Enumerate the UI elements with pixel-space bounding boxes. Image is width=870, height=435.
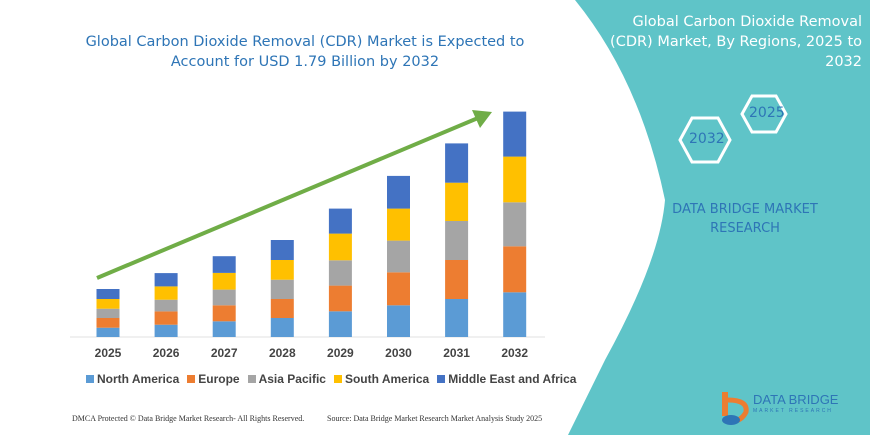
bar-segment-2028-middle-east-and-africa <box>270 240 294 260</box>
bar-segment-2030-middle-east-and-africa <box>387 175 410 209</box>
bar-segment-2025-asia-pacific <box>96 308 120 318</box>
bar-segment-2026-europe <box>154 311 178 325</box>
bar-segment-2030-asia-pacific <box>387 240 410 273</box>
x-tick-label-2031: 2031 <box>443 346 470 360</box>
bar-segment-2026-north-america <box>154 324 178 337</box>
bar-segment-2025-north-america <box>96 327 120 337</box>
bar-segment-2031-middle-east-and-africa <box>445 143 469 183</box>
bars <box>96 111 527 337</box>
bar-segment-2028-asia-pacific <box>270 279 294 299</box>
chart-title: Global Carbon Dioxide Removal (CDR) Mark… <box>85 34 525 70</box>
legend-item-south-america: South America <box>333 372 429 386</box>
bar-segment-2028-north-america <box>270 318 294 337</box>
bar-segment-2031-south-america <box>445 182 469 221</box>
bar-segment-2026-south-america <box>154 286 178 300</box>
copyright-text: DMCA Protected © Data Bridge Market Rese… <box>72 414 305 423</box>
bar-segment-2029-north-america <box>328 311 352 337</box>
logo-icon <box>722 392 749 425</box>
bar-segment-2028-europe <box>270 299 294 318</box>
x-tick-label-2026: 2026 <box>152 346 180 360</box>
bar-segment-2031-europe <box>445 260 469 299</box>
trend-arrow <box>96 110 492 280</box>
legend-item-mea: Middle East and Africa <box>437 372 576 386</box>
hex-label-2032: 2032 <box>689 131 725 147</box>
logo-subtext: MARKET RESEARCH <box>753 408 833 414</box>
x-tick-label-2032: 2032 <box>501 346 529 360</box>
bar-segment-2032-south-america <box>503 156 527 203</box>
x-tick-label-2030: 2030 <box>385 346 412 360</box>
x-tick-label-2029: 2029 <box>327 346 354 360</box>
bar-segment-2025-south-america <box>96 299 120 309</box>
bar-segment-2027-middle-east-and-africa <box>212 256 236 273</box>
x-tick-label-2025: 2025 <box>94 346 122 360</box>
brand-text: DATA BRIDGE MARKET RESEARCH <box>672 202 818 236</box>
bar-segment-2027-north-america <box>212 321 236 337</box>
source-text: Source: Data Bridge Market Research Mark… <box>327 414 543 423</box>
hex-label-2025: 2025 <box>749 105 785 121</box>
x-tick-label-2027: 2027 <box>210 346 238 360</box>
legend-item-asia-pacific: Asia Pacific <box>247 372 326 386</box>
hexagon-2032 <box>678 116 732 164</box>
bar-segment-2030-europe <box>387 272 410 306</box>
bar-segment-2026-middle-east-and-africa <box>154 273 178 287</box>
bar-segment-2027-asia-pacific <box>212 289 236 306</box>
bar-segment-2025-europe <box>96 318 120 328</box>
logo-text: DATA BRIDGE <box>753 392 839 407</box>
bar-segment-2026-asia-pacific <box>154 299 178 312</box>
legend: North America Europe Asia Pacific South … <box>86 372 576 386</box>
bar-segment-2032-middle-east-and-africa <box>503 111 527 157</box>
bar-segment-2031-north-america <box>445 299 469 337</box>
hexagon-2025 <box>740 94 788 134</box>
bar-segment-2027-south-america <box>212 272 236 290</box>
bar-segment-2032-asia-pacific <box>503 202 527 247</box>
side-panel-title: Global Carbon Dioxide Removal (CDR) Mark… <box>610 14 862 70</box>
bar-segment-2029-europe <box>328 285 352 312</box>
bar-segment-2025-middle-east-and-africa <box>96 289 120 299</box>
bar-segment-2032-north-america <box>503 292 527 337</box>
legend-item-europe: Europe <box>187 372 240 386</box>
bar-segment-2029-middle-east-and-africa <box>328 208 352 234</box>
bar-segment-2030-north-america <box>387 305 410 337</box>
bar-segment-2032-europe <box>503 246 527 293</box>
legend-item-north-america: North America <box>86 372 179 386</box>
bar-segment-2029-asia-pacific <box>328 260 352 286</box>
bar-segment-2031-asia-pacific <box>445 221 469 260</box>
bar-segment-2028-south-america <box>270 260 294 280</box>
bar-segment-2027-europe <box>212 305 236 322</box>
x-tick-label-2028: 2028 <box>268 346 296 360</box>
bar-segment-2030-south-america <box>387 208 410 241</box>
side-panel-shape <box>568 0 870 435</box>
bar-segment-2029-south-america <box>328 233 352 261</box>
